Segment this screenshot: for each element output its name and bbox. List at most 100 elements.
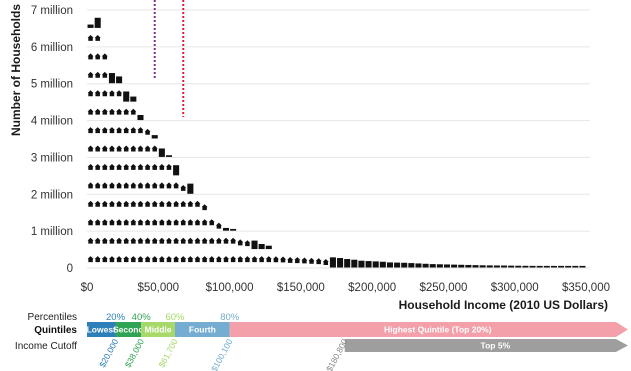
bar [372, 261, 379, 268]
house-icon [101, 145, 108, 152]
partial-house [472, 265, 479, 268]
house-icon [94, 53, 101, 60]
house-icon [308, 257, 315, 264]
bar [415, 263, 422, 268]
partial-house [515, 265, 522, 268]
bar [287, 256, 294, 263]
house-icon [208, 237, 215, 244]
house-icon [130, 219, 137, 226]
bar [408, 263, 415, 268]
partial-house [493, 265, 500, 268]
bar [301, 257, 308, 264]
quintile-segment [141, 322, 175, 337]
percentile-label: 60% [165, 312, 185, 323]
bar [244, 240, 251, 263]
house-icon [130, 256, 137, 263]
bar [144, 128, 151, 263]
quintile-segment [87, 322, 116, 337]
partial-house [337, 258, 344, 268]
house-icon [173, 182, 180, 189]
top5-label: Top 5% [481, 341, 511, 351]
bar [251, 240, 258, 263]
bar [522, 265, 529, 268]
partial-house [572, 265, 579, 268]
partial-house [251, 240, 258, 250]
income-cutoff-value: $100,100 [209, 337, 235, 371]
house-icon [208, 219, 215, 226]
bar [329, 257, 336, 268]
bar [237, 239, 244, 263]
house-icon [144, 128, 151, 135]
house-icon [144, 163, 151, 170]
house-icon [158, 163, 165, 170]
partial-house [372, 261, 379, 268]
house-icon [123, 256, 130, 263]
y-tick-label: 1 million [31, 226, 73, 238]
house-icon [173, 237, 180, 244]
bar [515, 265, 522, 268]
house-icon [222, 256, 230, 263]
bar [123, 91, 130, 263]
partial-house [529, 265, 536, 268]
y-tick-label: 5 million [31, 79, 73, 91]
house-icon [137, 182, 144, 189]
house-icon [173, 256, 180, 263]
bar [351, 259, 358, 268]
house-icon [173, 200, 180, 207]
bar [180, 184, 187, 263]
partial-house [130, 96, 137, 102]
x-tick-label: $200,000 [348, 282, 396, 294]
partial-house [386, 262, 393, 268]
bar [230, 228, 237, 263]
house-icon [94, 219, 101, 226]
y-tick-label: 0 [67, 263, 73, 275]
house-icon [101, 237, 108, 244]
house-icon [165, 237, 173, 244]
house-icon [194, 219, 201, 226]
house-icon [144, 219, 151, 226]
income-cutoff-value: $61,700 [156, 337, 179, 369]
house-icon [265, 256, 272, 263]
house-icon [237, 256, 244, 263]
house-icon [101, 163, 108, 170]
bar [208, 219, 215, 263]
house-icon [251, 256, 258, 263]
house-icon [94, 34, 101, 41]
house-icon [87, 182, 94, 189]
bar [465, 264, 472, 268]
house-icon [116, 90, 123, 97]
house-icon [322, 259, 329, 265]
percentile-label: 40% [132, 312, 152, 323]
house-icon [130, 108, 137, 115]
partial-house [344, 259, 351, 268]
y-tick-label: 3 million [31, 152, 73, 164]
house-icon [187, 200, 194, 207]
house-icon [94, 108, 101, 115]
partial-house [329, 257, 336, 268]
house-icon [180, 237, 187, 244]
house-icon [94, 127, 101, 134]
house-icon [144, 182, 151, 189]
partial-house [443, 264, 451, 268]
house-icon [87, 108, 94, 115]
bar [165, 155, 173, 263]
partial-house [429, 264, 436, 268]
percentile-label: 80% [220, 312, 240, 323]
house-icon [108, 145, 115, 152]
partial-house [116, 76, 123, 84]
bar [451, 264, 458, 268]
bar [322, 259, 329, 265]
bar [201, 204, 208, 263]
house-icon [158, 219, 165, 226]
bar [529, 265, 536, 268]
bar [151, 135, 158, 263]
house-icon [130, 145, 137, 152]
bar [173, 165, 180, 263]
income-cutoff-labels: $20,000 $38,000 $61,700 $100,100 $180,800 [97, 337, 350, 371]
house-icon [101, 219, 108, 226]
house-icon [94, 256, 101, 263]
house-icon [187, 219, 194, 226]
house-icon [108, 237, 115, 244]
partial-house [379, 261, 386, 268]
house-icon [180, 184, 187, 191]
